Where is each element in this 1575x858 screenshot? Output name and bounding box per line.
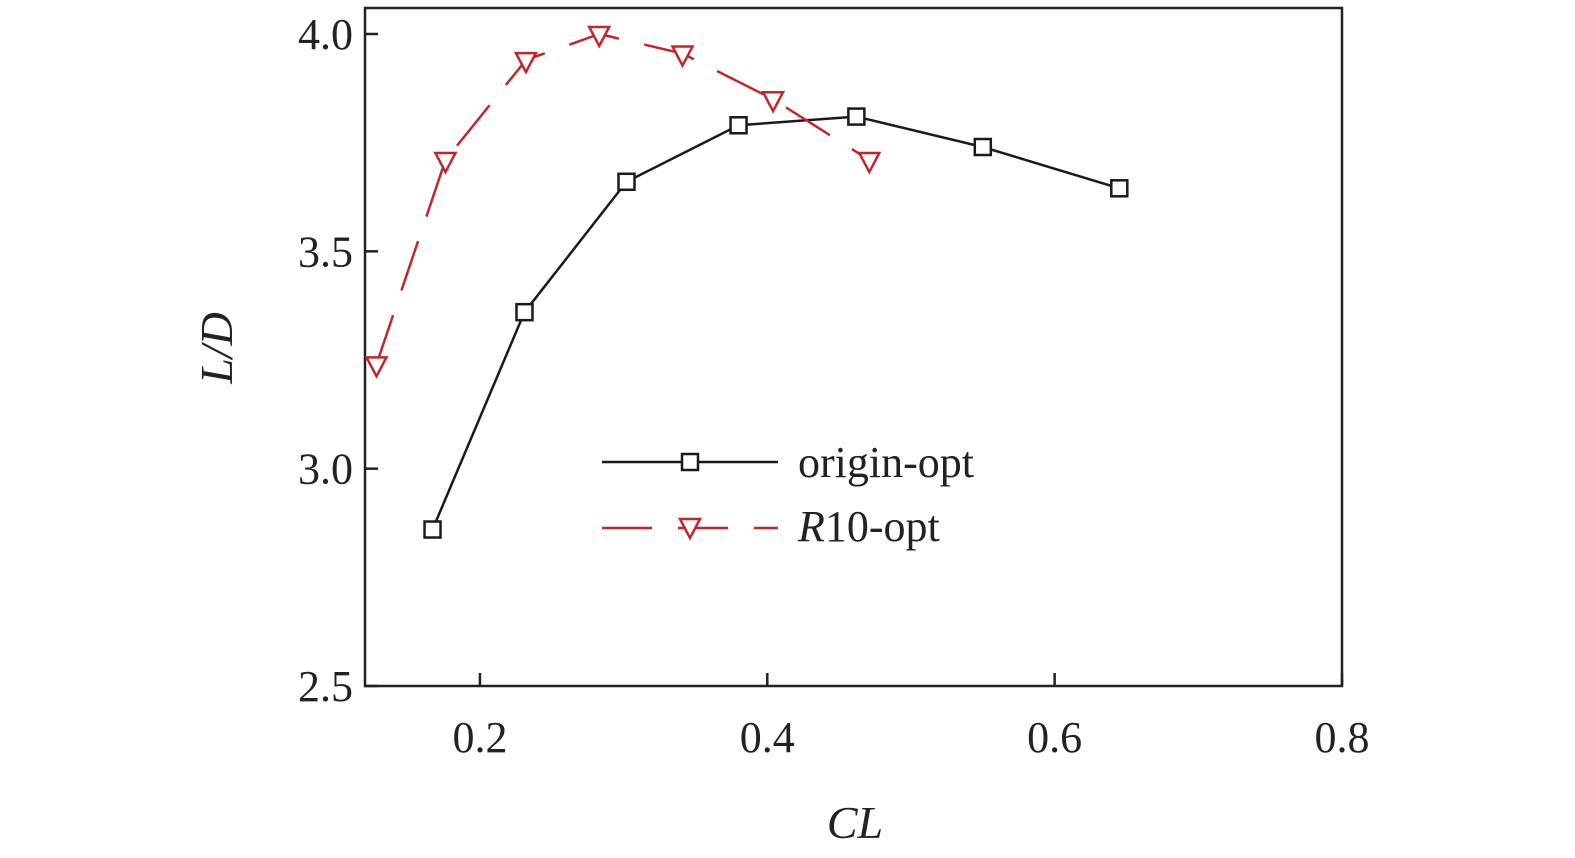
x-tick-label: 0.6 xyxy=(1027,713,1082,762)
data-point-origin-opt xyxy=(847,107,866,126)
y-axis-ticks: 2.5 3.0 3.5 4.0 xyxy=(298,10,378,711)
y-tick-label: 2.5 xyxy=(298,662,353,711)
y-axis-label: L/D xyxy=(191,312,242,385)
y-tick-label: 3.0 xyxy=(298,445,353,494)
x-tick-label: 0.8 xyxy=(1315,713,1370,762)
data-point-origin-opt xyxy=(515,302,534,322)
x-axis-label: CL xyxy=(827,797,883,848)
data-point-r10-opt xyxy=(433,151,458,175)
data-point-origin-opt xyxy=(729,116,748,135)
series-line-origin-opt xyxy=(431,115,1120,531)
legend: origin-opt R10-opt xyxy=(602,438,974,551)
x-axis-ticks: 0.2 0.4 0.6 0.8 xyxy=(452,673,1370,762)
data-point-origin-opt xyxy=(423,520,442,539)
legend-label-r10-opt-italic: R xyxy=(797,502,825,551)
x-tick-label: 0.4 xyxy=(740,713,795,762)
data-point-origin-opt xyxy=(617,172,636,192)
legend-label-r10-opt: R10-opt xyxy=(797,502,940,551)
legend-marker-r10-opt xyxy=(677,517,703,541)
series-layer xyxy=(364,25,1129,539)
data-point-origin-opt xyxy=(973,137,993,157)
data-point-origin-opt xyxy=(1110,179,1129,198)
data-point-r10-opt xyxy=(857,151,882,175)
legend-label-r10-opt-rest: 10-opt xyxy=(825,502,940,551)
y-tick-label: 4.0 xyxy=(298,10,353,59)
y-tick-label: 3.5 xyxy=(298,227,353,276)
data-point-r10-opt xyxy=(760,90,786,114)
data-point-r10-opt xyxy=(364,356,389,380)
plot-frame xyxy=(363,6,1344,688)
legend-label-origin-opt: origin-opt xyxy=(798,438,974,487)
data-point-r10-opt xyxy=(670,45,695,69)
data-point-r10-opt xyxy=(513,51,538,75)
data-point-r10-opt xyxy=(587,25,612,49)
legend-marker-origin-opt xyxy=(680,452,700,472)
series-line-r10-opt xyxy=(375,32,870,365)
x-tick-label: 0.2 xyxy=(452,713,507,762)
